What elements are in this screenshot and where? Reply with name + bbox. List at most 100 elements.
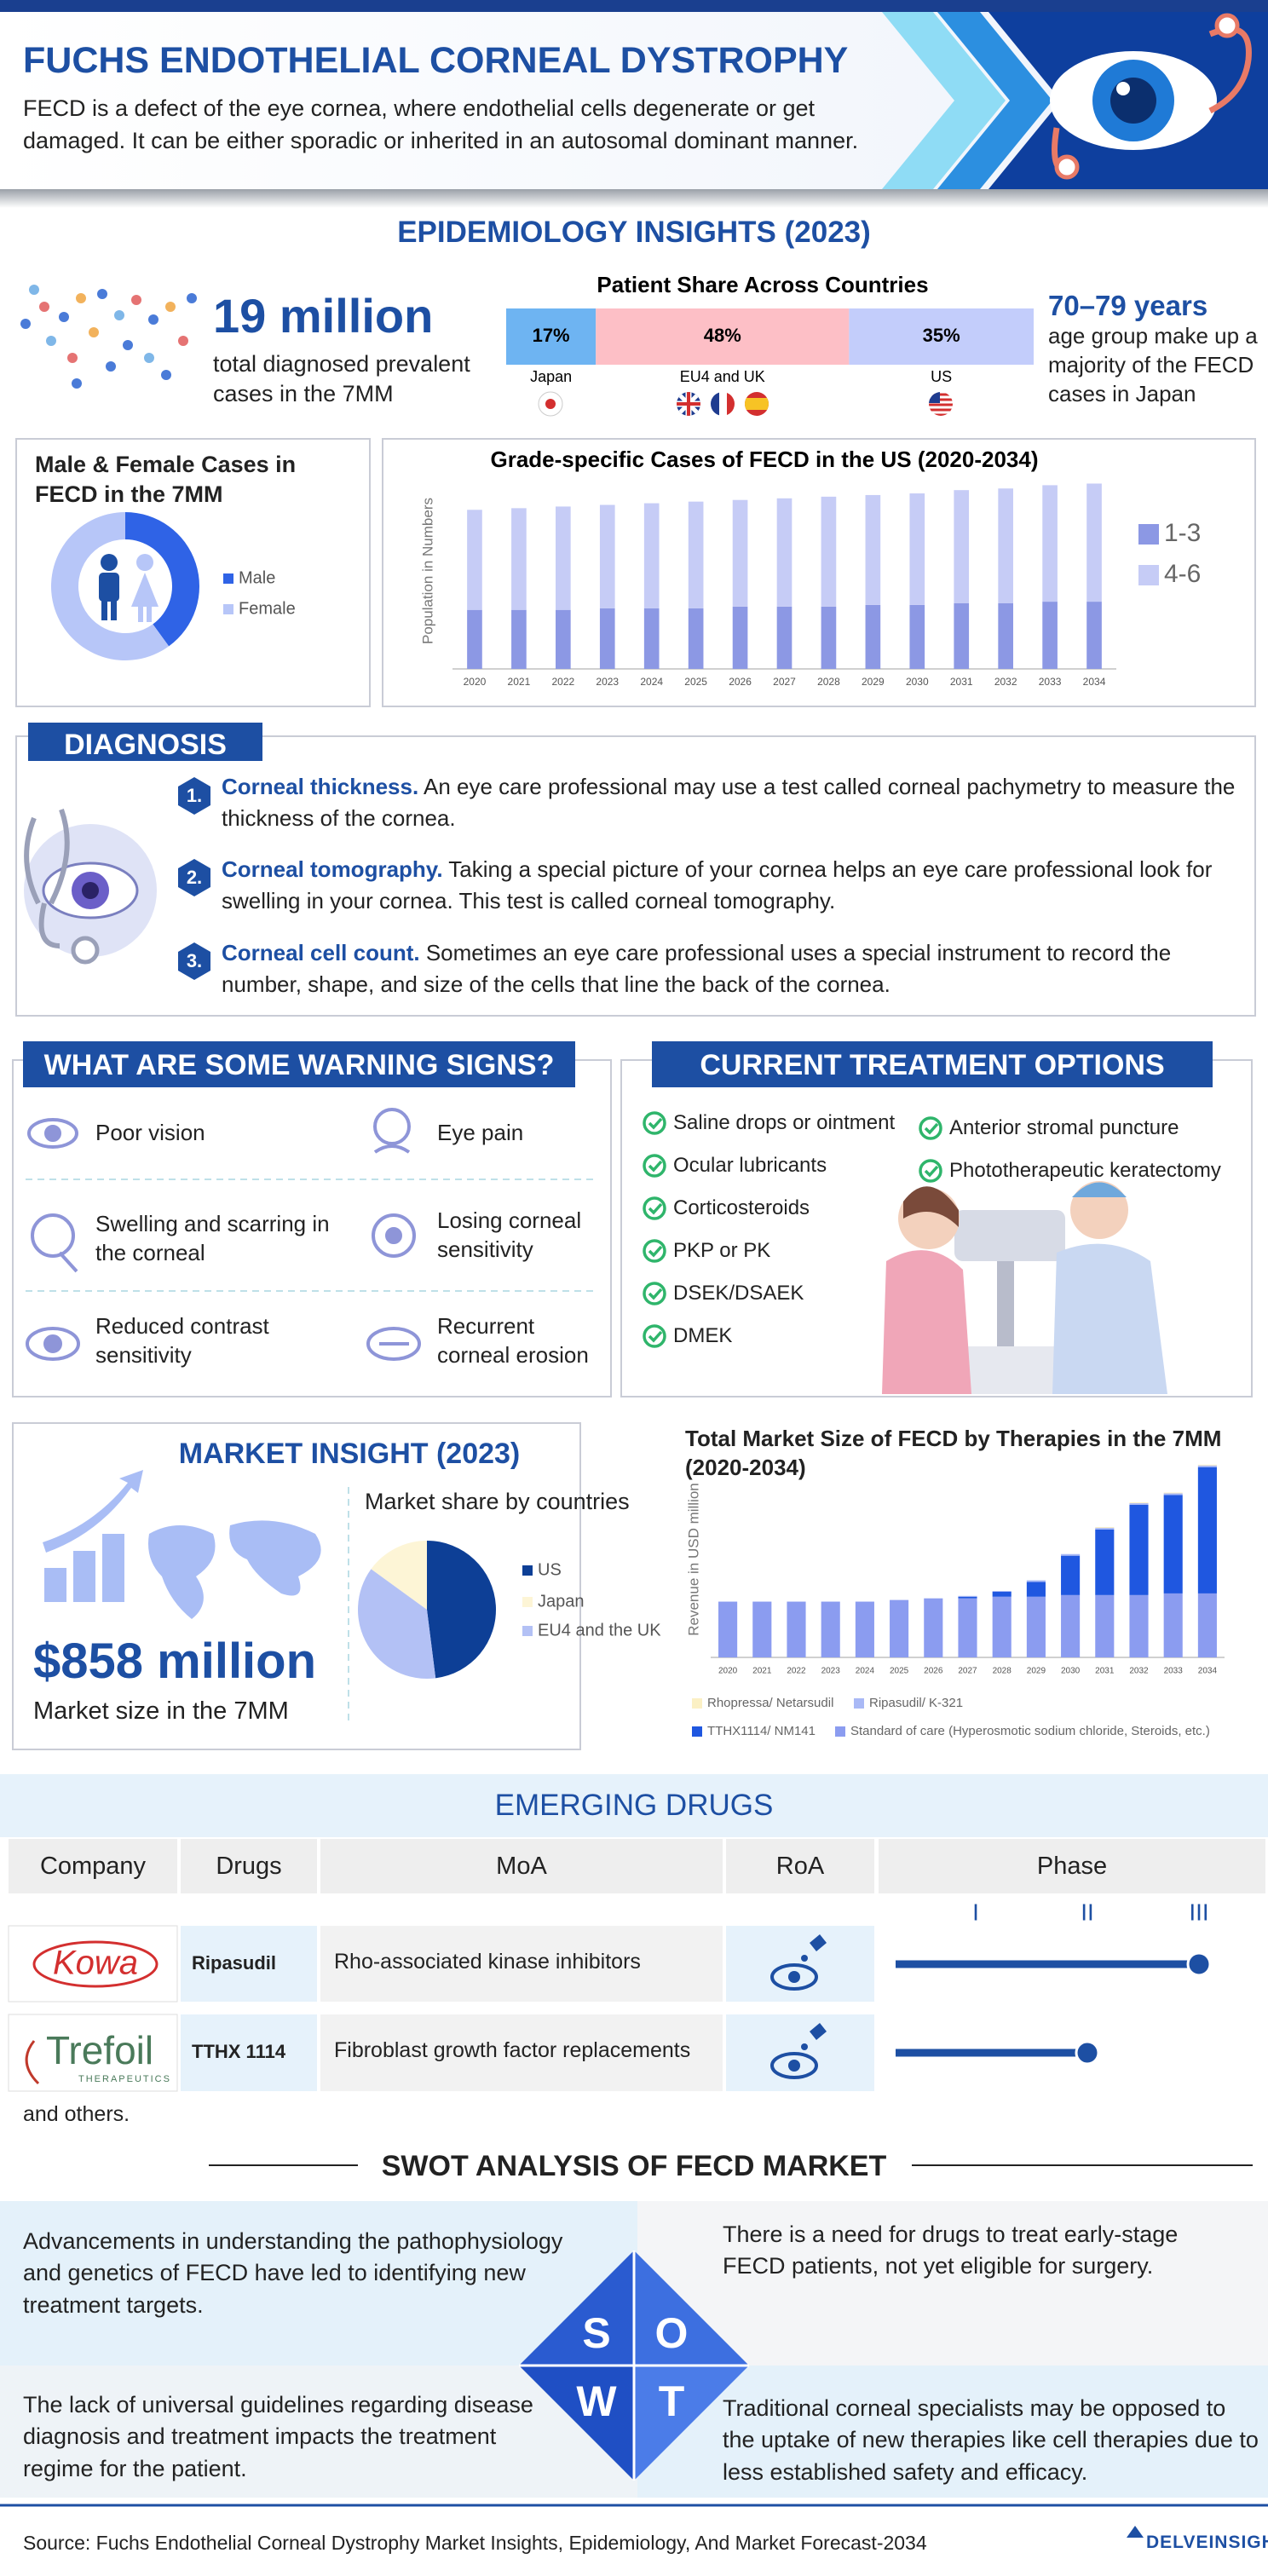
x-tick-label: 2031 — [950, 676, 973, 688]
decoration — [9, 1839, 177, 1893]
decoration — [1052, 1243, 1167, 1394]
legend-label: Standard of care (Hyperosmotic sodium ch… — [850, 1724, 1210, 1738]
table-note: and others. — [23, 2102, 130, 2126]
x-tick-label: 2028 — [993, 1667, 1012, 1676]
legend-swatch — [692, 1726, 702, 1737]
x-tick-label: 2020 — [718, 1667, 738, 1676]
decoration — [770, 1963, 818, 1991]
decoration — [44, 1125, 61, 1142]
decoration — [801, 2043, 808, 2050]
treatment-item: DMEK — [673, 1324, 733, 1347]
bar-segment — [992, 1591, 1012, 1592]
bar-segment — [1197, 1467, 1217, 1593]
legend-swatch — [522, 1626, 533, 1636]
decoration — [123, 340, 133, 350]
decoration — [711, 392, 719, 416]
decoration — [99, 573, 119, 602]
bar-segment — [1095, 1526, 1115, 1528]
decoration — [373, 1144, 411, 1154]
decoration — [937, 12, 1052, 189]
bar-segment — [1163, 1495, 1183, 1593]
phase-label: I — [972, 1899, 979, 1925]
swot-strengths: Advancements in understanding the pathop… — [23, 2228, 563, 2318]
decoration — [178, 336, 188, 346]
decoration — [997, 1261, 1014, 1346]
decoration — [879, 1839, 1265, 1893]
bar-segment — [1095, 1529, 1115, 1595]
section-title: EPIDEMIOLOGY INSIGHTS (2023) — [397, 216, 871, 249]
treatment-item: Ocular lubricants — [673, 1154, 827, 1177]
decoration — [929, 392, 953, 416]
page-description: FECD is a defect of the eye cornea, wher… — [23, 95, 859, 154]
x-tick-label: 2029 — [1027, 1667, 1046, 1676]
swot-weaknesses: The lack of universal guidelines regardi… — [23, 2392, 533, 2481]
bar-segment — [992, 1592, 1012, 1597]
item-text: Sometimes an eye care professional uses … — [222, 940, 1172, 997]
decoration — [181, 1839, 317, 1893]
bar-segment — [732, 606, 748, 669]
legend-swatch — [522, 1565, 533, 1576]
x-tick-label: 2020 — [464, 676, 487, 688]
bar-segment — [821, 496, 837, 607]
decoration — [165, 302, 176, 312]
decoration — [634, 2250, 749, 2366]
decoration — [903, 1186, 959, 1227]
decoration — [1072, 1182, 1127, 1197]
legend-label: Japan — [538, 1592, 585, 1611]
age-figure: 70–79 years — [1048, 290, 1208, 321]
decoration — [181, 1926, 317, 2002]
decoration — [882, 12, 1006, 189]
decoration — [745, 398, 769, 410]
bar-segment — [1129, 1504, 1149, 1595]
bar-segment — [752, 1601, 772, 1657]
bar-segment — [643, 608, 660, 669]
decoration — [26, 1108, 421, 1361]
decoration — [0, 2366, 637, 2498]
bar-segment — [1163, 1492, 1183, 1494]
slice — [427, 1541, 497, 1679]
decoration — [634, 2366, 749, 2481]
bar-segment — [1061, 1553, 1081, 1556]
column-header: Company — [39, 1853, 147, 1880]
treatment-item: DSEK/DSAEK — [673, 1282, 804, 1305]
x-tick-label: 2024 — [856, 1667, 875, 1676]
column-header: RoA — [775, 1853, 825, 1880]
decoration — [643, 1239, 666, 1263]
bar-segment — [821, 606, 837, 669]
bar-segment — [1163, 1493, 1183, 1495]
bar-segment — [855, 1601, 874, 1657]
decoration — [726, 1839, 874, 1893]
bar-segment — [511, 508, 527, 610]
bar-segment — [1163, 1593, 1183, 1657]
swot-letter: T — [659, 2377, 685, 2425]
warning-item: Losing corneal sensitivity — [437, 1207, 582, 1262]
age-text: age group make up a majority of the FECD… — [1048, 323, 1258, 406]
prevalence-figure: 19 million — [213, 289, 434, 343]
decoration — [366, 1327, 421, 1361]
company-tagline: THERAPEUTICS — [78, 2074, 171, 2084]
legend-swatch — [1138, 524, 1159, 545]
x-tick-label: 2034 — [1083, 676, 1106, 688]
warning-item: Swelling and scarring in the corneal — [95, 1211, 330, 1265]
x-tick-label: 2030 — [906, 676, 929, 688]
decoration — [545, 399, 556, 409]
decoration — [229, 1520, 321, 1596]
decoration — [187, 293, 197, 303]
item-term: Corneal thickness. — [222, 774, 419, 799]
decoration — [29, 285, 39, 295]
legend-label: Male — [239, 568, 275, 587]
bar-segment — [599, 608, 615, 669]
chart-title: Grade-specific Cases of FECD in the US (… — [490, 447, 1038, 472]
prevalence-text: total diagnosed prevalent cases in the 7… — [213, 351, 470, 407]
decoration — [643, 1324, 666, 1348]
source-note: Source: Fuchs Endothelial Corneal Dystro… — [23, 2532, 927, 2554]
decoration — [519, 2250, 749, 2481]
swot-threats: Traditional corneal specialists may be o… — [723, 2395, 1259, 2485]
x-tick-label: 2023 — [821, 1667, 841, 1676]
x-tick-label: 2024 — [640, 676, 663, 688]
decoration — [1214, 13, 1240, 38]
bar-segment — [958, 1596, 977, 1599]
decoration — [161, 370, 171, 380]
decoration — [372, 1213, 416, 1258]
